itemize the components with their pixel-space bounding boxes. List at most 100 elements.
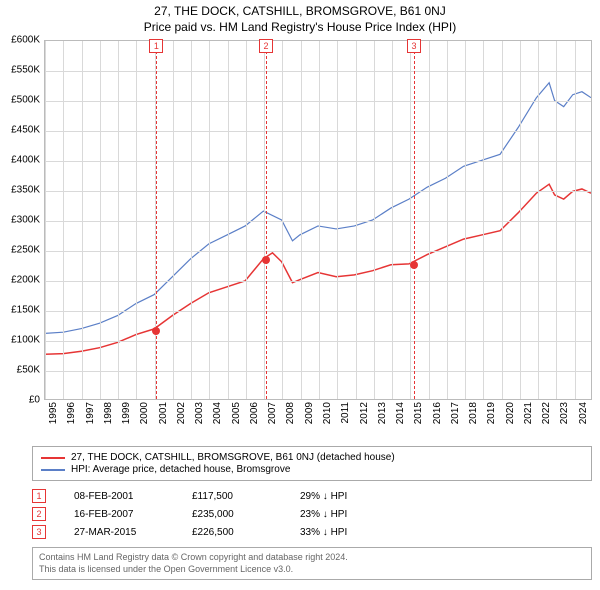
y-axis-label: £550K — [11, 65, 40, 76]
gridline-v — [82, 41, 83, 399]
x-axis-label: 2007 — [267, 402, 278, 424]
gridline-h — [45, 341, 591, 342]
attribution-footer: Contains HM Land Registry data © Crown c… — [32, 547, 592, 580]
transaction-marker-dot — [262, 256, 270, 264]
transaction-marker-icon: 3 — [32, 525, 46, 539]
gridline-v — [465, 41, 466, 399]
x-axis-label: 2012 — [359, 402, 370, 424]
y-axis-label: £0 — [29, 395, 40, 406]
x-axis-label: 2003 — [194, 402, 205, 424]
legend-box: 27, THE DOCK, CATSHILL, BROMSGROVE, B61 … — [32, 446, 592, 481]
x-axis-label: 2017 — [450, 402, 461, 424]
y-axis-label: £600K — [11, 35, 40, 46]
transaction-marker-box: 3 — [407, 39, 421, 53]
transaction-row: 3 27-MAR-2015 £226,500 33% ↓ HPI — [32, 525, 592, 539]
x-axis-label: 2006 — [249, 402, 260, 424]
gridline-v — [374, 41, 375, 399]
x-axis-label: 2013 — [377, 402, 388, 424]
x-axis-label: 2011 — [340, 402, 351, 424]
transaction-marker-line — [156, 41, 157, 399]
chart-lines-svg — [45, 41, 591, 399]
gridline-h — [45, 221, 591, 222]
transaction-delta: 29% ↓ HPI — [300, 491, 400, 502]
gridline-v — [538, 41, 539, 399]
gridline-v — [228, 41, 229, 399]
gridline-v — [556, 41, 557, 399]
gridline-v — [337, 41, 338, 399]
gridline-h — [45, 191, 591, 192]
gridline-v — [246, 41, 247, 399]
y-axis-label: £450K — [11, 125, 40, 136]
gridline-h — [45, 101, 591, 102]
transaction-marker-box: 1 — [149, 39, 163, 53]
gridline-v — [410, 41, 411, 399]
x-axis-label: 2016 — [432, 402, 443, 424]
gridline-v — [356, 41, 357, 399]
chart-title-desc: Price paid vs. HM Land Registry's House … — [0, 20, 600, 34]
chart-title-address: 27, THE DOCK, CATSHILL, BROMSGROVE, B61 … — [0, 4, 600, 18]
x-axis-label: 2019 — [486, 402, 497, 424]
gridline-v — [63, 41, 64, 399]
transaction-price: £226,500 — [192, 527, 272, 538]
gridline-v — [575, 41, 576, 399]
gridline-v — [191, 41, 192, 399]
transaction-marker-line — [414, 41, 415, 399]
gridline-v — [45, 41, 46, 399]
footer-line: Contains HM Land Registry data © Crown c… — [39, 552, 585, 564]
transaction-date: 16-FEB-2007 — [74, 509, 164, 520]
transaction-marker-dot — [410, 261, 418, 269]
gridline-v — [502, 41, 503, 399]
transaction-date: 27-MAR-2015 — [74, 527, 164, 538]
legend-item: 27, THE DOCK, CATSHILL, BROMSGROVE, B61 … — [41, 452, 583, 463]
transaction-marker-icon: 2 — [32, 507, 46, 521]
gridline-v — [301, 41, 302, 399]
x-axis-label: 2023 — [559, 402, 570, 424]
x-axis-label: 2004 — [212, 402, 223, 424]
transaction-marker-line — [266, 41, 267, 399]
transaction-marker-box: 2 — [259, 39, 273, 53]
gridline-h — [45, 251, 591, 252]
gridline-h — [45, 371, 591, 372]
y-axis-label: £200K — [11, 275, 40, 286]
transaction-price: £117,500 — [192, 491, 272, 502]
x-axis-label: 2009 — [304, 402, 315, 424]
gridline-v — [520, 41, 521, 399]
gridline-v — [319, 41, 320, 399]
x-axis-label: 1995 — [48, 402, 59, 424]
x-axis-label: 1997 — [85, 402, 96, 424]
gridline-v — [429, 41, 430, 399]
gridline-v — [392, 41, 393, 399]
series-line-hpi — [45, 83, 591, 334]
gridline-v — [118, 41, 119, 399]
transaction-row: 2 16-FEB-2007 £235,000 23% ↓ HPI — [32, 507, 592, 521]
gridline-v — [447, 41, 448, 399]
gridline-v — [136, 41, 137, 399]
x-axis-label: 2022 — [541, 402, 552, 424]
x-axis-label: 1996 — [66, 402, 77, 424]
x-axis-label: 1999 — [121, 402, 132, 424]
legend-label: HPI: Average price, detached house, Brom… — [71, 464, 290, 475]
gridline-h — [45, 311, 591, 312]
y-axis-label: £300K — [11, 215, 40, 226]
transaction-delta: 33% ↓ HPI — [300, 527, 400, 538]
transaction-price: £235,000 — [192, 509, 272, 520]
transaction-marker-icon: 1 — [32, 489, 46, 503]
series-line-price_paid — [45, 184, 591, 354]
legend-label: 27, THE DOCK, CATSHILL, BROMSGROVE, B61 … — [71, 452, 395, 463]
y-axis-label: £250K — [11, 245, 40, 256]
gridline-v — [100, 41, 101, 399]
transaction-row: 1 08-FEB-2001 £117,500 29% ↓ HPI — [32, 489, 592, 503]
gridline-v — [209, 41, 210, 399]
gridline-h — [45, 131, 591, 132]
y-axis-label: £350K — [11, 185, 40, 196]
x-axis-label: 2015 — [413, 402, 424, 424]
x-axis-label: 2008 — [285, 402, 296, 424]
x-axis-label: 2021 — [523, 402, 534, 424]
gridline-h — [45, 161, 591, 162]
x-axis-label: 2005 — [231, 402, 242, 424]
x-axis-label: 2002 — [176, 402, 187, 424]
y-axis-label: £50K — [17, 365, 40, 376]
x-axis-label: 2010 — [322, 402, 333, 424]
y-axis-label: £400K — [11, 155, 40, 166]
legend-swatch-hpi — [41, 469, 65, 471]
